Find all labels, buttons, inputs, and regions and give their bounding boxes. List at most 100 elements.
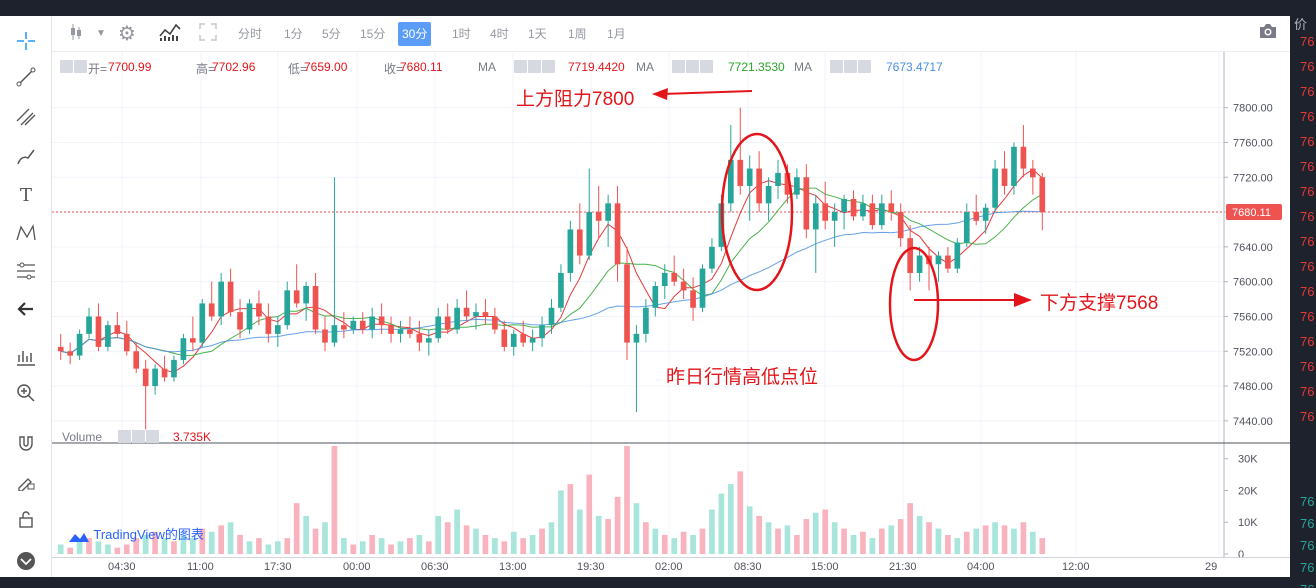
trend-line-icon[interactable] <box>8 62 44 92</box>
candle-body <box>378 316 385 326</box>
measure-icon[interactable] <box>8 342 44 372</box>
volume-bar <box>492 538 498 554</box>
candle-body <box>633 333 640 343</box>
volume-bar <box>227 522 234 554</box>
candle-body <box>350 320 357 330</box>
candle-body <box>246 303 253 330</box>
indicators-icon[interactable] <box>158 22 182 46</box>
volume-bar <box>416 534 423 554</box>
ma-controls[interactable] <box>514 60 555 73</box>
volume-bar <box>67 547 73 554</box>
volume-bar <box>208 531 215 554</box>
candle-body <box>756 168 762 204</box>
unlock-icon[interactable] <box>8 504 44 534</box>
candle-body <box>76 333 83 356</box>
magnet-icon[interactable] <box>8 428 44 458</box>
candle-body <box>916 255 923 273</box>
interval-tab[interactable]: 15分 <box>360 27 386 41</box>
volume-bar <box>520 538 527 554</box>
volume-bar <box>1011 528 1017 554</box>
volume-bar <box>850 534 857 554</box>
candle-body <box>935 255 942 265</box>
ma-label[interactable]: MA <box>478 60 496 74</box>
interval-tab[interactable]: 1时 <box>452 27 471 41</box>
crosshair-icon[interactable] <box>8 26 44 56</box>
interval-tab[interactable]: 5分 <box>322 27 341 41</box>
interval-tab[interactable]: 4时 <box>490 27 509 41</box>
candle-body <box>652 286 659 308</box>
volume-bar <box>444 522 451 554</box>
time-tick-label: 04:30 <box>108 561 136 573</box>
volume-bar <box>142 534 149 554</box>
candle-body <box>945 255 951 269</box>
candle-body <box>529 338 536 343</box>
zoom-in-icon[interactable] <box>8 378 44 408</box>
candle-body <box>256 303 262 317</box>
series-controls[interactable] <box>60 60 87 73</box>
candle-body <box>907 238 913 273</box>
price-list-value: 76 <box>1300 34 1315 49</box>
candle-body <box>558 272 564 308</box>
chevron-down-icon[interactable]: ▼ <box>96 28 106 39</box>
interval-tab-active[interactable]: 30分 <box>398 22 432 46</box>
price-list-value: 76 <box>1300 538 1315 553</box>
chevron-down-icon[interactable] <box>8 546 44 576</box>
volume-bar <box>529 534 536 554</box>
ma-label[interactable]: MA <box>636 60 654 74</box>
volume-bar <box>973 528 980 554</box>
volume-bar <box>803 519 810 554</box>
interval-tab[interactable]: 1月 <box>607 27 626 41</box>
volume-bar <box>784 525 791 554</box>
arrow-left-icon[interactable] <box>8 294 44 324</box>
time-tick-label: 04:00 <box>967 561 995 573</box>
price-list-value: 76 <box>1300 334 1315 349</box>
time-tick-label: 29 <box>1205 561 1218 573</box>
ma-controls[interactable] <box>830 60 871 73</box>
candle-body <box>208 303 215 317</box>
brush-icon[interactable] <box>8 142 44 172</box>
resistance-arrow-head <box>652 88 668 100</box>
chart-toolbar: ▼ ⚙ 分时 1分 5分 15分 30分 1时 4时 1天 1周 1月 <box>52 16 1290 52</box>
price-list-value: 76 <box>1300 259 1315 274</box>
volume-bar <box>869 538 876 554</box>
price-tick-label: 7600.00 <box>1233 277 1273 289</box>
volume-bar <box>199 528 206 554</box>
candle-body <box>463 307 470 317</box>
last-price-tag <box>1226 203 1282 220</box>
gear-icon[interactable]: ⚙ <box>118 23 136 45</box>
interval-tab[interactable]: 1分 <box>284 27 303 41</box>
ma-label[interactable]: MA <box>794 60 812 74</box>
volume-bar <box>812 512 819 554</box>
fullscreen-icon[interactable] <box>198 22 218 46</box>
text-tool-icon[interactable]: T <box>19 184 32 206</box>
chart-pane[interactable]: 7800.007760.007720.007680.007640.007600.… <box>52 52 1290 561</box>
ma-controls[interactable] <box>672 60 713 73</box>
parallel-channel-icon[interactable] <box>8 102 44 132</box>
time-axis[interactable]: 04:30 11:00 17:30 00:00 06:30 13:00 19:30 02:00… <box>52 557 1290 577</box>
interval-tab[interactable]: 1周 <box>568 27 587 41</box>
interval-tab[interactable]: 分时 <box>238 27 263 41</box>
candle-body <box>1001 168 1008 186</box>
candle-style-icon[interactable] <box>68 22 84 46</box>
candle-body <box>775 172 781 186</box>
volume-bar <box>661 534 668 554</box>
candle-body <box>803 177 810 230</box>
volume-bar <box>907 503 913 554</box>
volume-bar <box>161 538 168 554</box>
pattern-icon[interactable] <box>8 218 44 248</box>
tradingview-watermark[interactable]: TradingView的图表 <box>68 524 204 543</box>
volume-bar <box>350 544 357 554</box>
price-tick-label: 7800.00 <box>1233 103 1273 115</box>
volume-bar <box>510 531 517 554</box>
volume-controls[interactable] <box>118 430 159 443</box>
interval-tab[interactable]: 1天 <box>528 27 547 41</box>
chart-canvas[interactable]: 7800.007760.007720.007680.007640.007600.… <box>52 52 1290 561</box>
fib-retracement-icon[interactable] <box>8 256 44 286</box>
camera-icon[interactable] <box>1258 22 1278 46</box>
candle-body <box>435 316 442 339</box>
bottom-bar <box>0 577 1316 588</box>
lock-drawing-icon[interactable] <box>8 466 44 496</box>
candle-body <box>888 203 895 213</box>
candle-body <box>661 272 668 287</box>
candle-body <box>671 272 678 282</box>
